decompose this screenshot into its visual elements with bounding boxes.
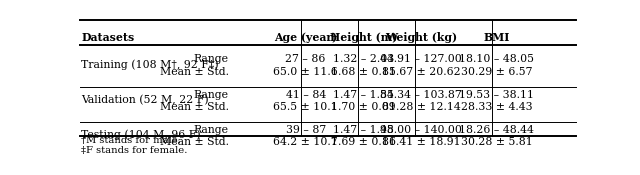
Text: ‡F stands for female.: ‡F stands for female. — [81, 146, 188, 155]
Text: Range: Range — [194, 54, 229, 64]
Text: †M stands for male.: †M stands for male. — [81, 136, 181, 145]
Text: Range: Range — [194, 89, 229, 100]
Text: 18.10 – 48.05: 18.10 – 48.05 — [459, 54, 534, 64]
Text: 30.29 ± 6.57: 30.29 ± 6.57 — [461, 67, 532, 77]
Text: Datasets: Datasets — [81, 32, 135, 43]
Text: 1.69 ± 0.11: 1.69 ± 0.11 — [332, 137, 396, 147]
Text: 65.5 ± 10.1: 65.5 ± 10.1 — [273, 102, 338, 112]
Text: Height (m): Height (m) — [330, 32, 397, 43]
Text: 44.91 – 127.00: 44.91 – 127.00 — [380, 54, 462, 64]
Text: 65.0 ± 11.6: 65.0 ± 11.6 — [273, 67, 338, 77]
Text: Weight (kg): Weight (kg) — [385, 32, 458, 43]
Text: 1.47 – 1.98: 1.47 – 1.98 — [333, 125, 394, 135]
Text: Training (108 M†, 92 F‡): Training (108 M†, 92 F‡) — [81, 60, 219, 70]
Text: Mean ± Std.: Mean ± Std. — [160, 137, 229, 147]
Text: 27 – 86: 27 – 86 — [285, 54, 326, 64]
Text: 39 – 87: 39 – 87 — [285, 125, 326, 135]
Text: 1.70 ± 0.09: 1.70 ± 0.09 — [332, 102, 396, 112]
Text: 1.32 – 2.03: 1.32 – 2.03 — [333, 54, 394, 64]
Text: 28.33 ± 4.43: 28.33 ± 4.43 — [461, 102, 532, 112]
Text: Mean ± Std.: Mean ± Std. — [160, 67, 229, 77]
Text: Range: Range — [194, 125, 229, 135]
Text: Validation (52 M, 22 F): Validation (52 M, 22 F) — [81, 95, 209, 105]
Text: Testing (104 M, 96 F): Testing (104 M, 96 F) — [81, 130, 201, 140]
Text: Mean ± Std.: Mean ± Std. — [160, 102, 229, 112]
Text: 86.41 ± 18.91: 86.41 ± 18.91 — [382, 137, 461, 147]
Text: 30.28 ± 5.81: 30.28 ± 5.81 — [461, 137, 532, 147]
Text: 54.34 – 103.87: 54.34 – 103.87 — [380, 89, 462, 100]
Text: 45.00 – 140.00: 45.00 – 140.00 — [380, 125, 462, 135]
Text: 81.28 ± 12.14: 81.28 ± 12.14 — [382, 102, 461, 112]
Text: 1.68 ± 0.11: 1.68 ± 0.11 — [332, 67, 396, 77]
Text: 41 – 84: 41 – 84 — [285, 89, 326, 100]
Text: Age (year): Age (year) — [274, 32, 337, 43]
Text: 18.26 – 48.44: 18.26 – 48.44 — [460, 125, 534, 135]
Text: 64.2 ± 10.7: 64.2 ± 10.7 — [273, 137, 338, 147]
Text: 1.47 – 1.85: 1.47 – 1.85 — [333, 89, 394, 100]
Text: BMI: BMI — [483, 32, 510, 43]
Text: 85.67 ± 20.62: 85.67 ± 20.62 — [382, 67, 461, 77]
Text: 19.53 – 38.11: 19.53 – 38.11 — [459, 89, 534, 100]
